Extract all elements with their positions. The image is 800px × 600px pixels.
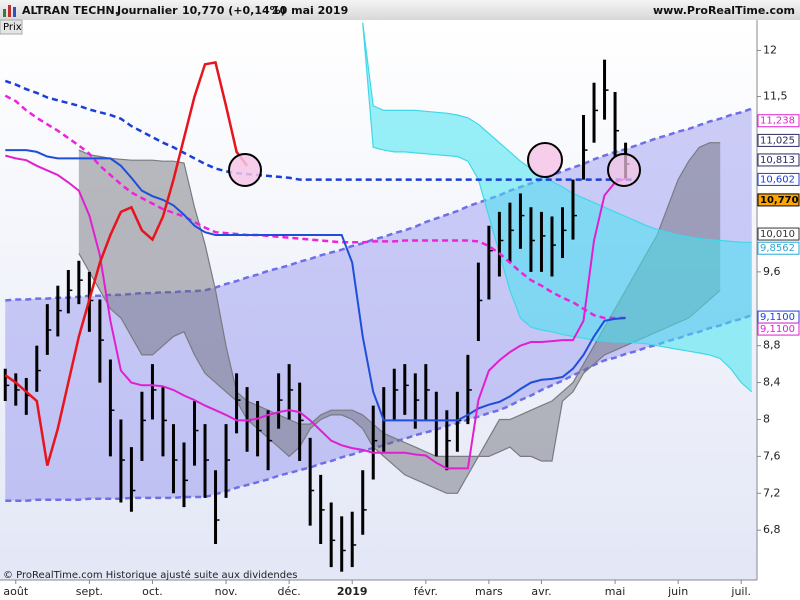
band-upper-line (362, 22, 752, 243)
period: Journalier (116, 4, 178, 17)
x-tick-label: 2019 (337, 585, 368, 598)
x-tick-label: mars (475, 585, 503, 598)
price-label-box (757, 133, 800, 147)
date: 10 mai 2019 (272, 4, 348, 17)
price-label: 10,813 (760, 155, 795, 166)
price-label: 9,8562 (760, 243, 795, 254)
band-fill (362, 22, 752, 392)
x-tick-label: déc. (277, 585, 300, 598)
y-tick-label: 8,4 (763, 376, 781, 389)
x-tick-label: avr. (531, 585, 551, 598)
panel-label: Prix (3, 22, 22, 33)
price-label-box (757, 172, 800, 186)
plot (3, 22, 753, 572)
price-label-box (757, 241, 800, 255)
axes: 6,8 7,2 7,6 8 8,4 8,8 9,6 11,5 12 août sept. oct. no… (3, 43, 800, 598)
x-tick-label: oct. (142, 585, 163, 598)
x-tick-label: juin (667, 585, 688, 598)
x-tick-label: mai (605, 585, 626, 598)
price-label: 11,238 (760, 116, 795, 127)
price-label: 10,770 (760, 195, 799, 206)
instrument-title: ALTRAN TECHN. (22, 4, 119, 17)
price-label: 10,010 (760, 229, 795, 240)
y-tick-label: 8,8 (763, 339, 781, 352)
x-axis-bg (0, 580, 800, 600)
y-tick-label: 7,2 (763, 486, 781, 499)
band-upper-line (5, 107, 753, 302)
x-tick-label: nov. (215, 585, 238, 598)
y-tick-label: 9,6 (763, 265, 781, 278)
indicator-line (4, 94, 626, 320)
indicator-line (4, 60, 249, 466)
price-label-box (757, 322, 800, 336)
price-label: 9,1100 (760, 312, 795, 323)
y-tick-label: 7,6 (763, 449, 781, 462)
price-label-box (757, 153, 800, 167)
footer-note: © ProRealTime.com Historique ajusté suit… (3, 569, 297, 581)
y-tick-label: 11,5 (763, 90, 788, 103)
site: www.ProRealTime.com (653, 4, 795, 17)
right-axis-bg (757, 20, 800, 600)
x-tick-label: sept. (76, 585, 103, 598)
price-label: 11,025 (760, 135, 795, 146)
annotation-circles (228, 142, 641, 187)
price-label-box (757, 193, 800, 207)
y-tick-label: 8 (763, 412, 770, 425)
chart-icon (3, 5, 16, 17)
quote: 10,770 (+0,14%) (182, 4, 286, 17)
x-tick-label: févr. (414, 585, 438, 598)
price-label-box (757, 227, 800, 241)
band-lower-line (78, 253, 721, 494)
indicator-line (4, 79, 637, 181)
price-label-box (757, 114, 800, 128)
band-lower-line (5, 314, 753, 502)
indicator-line (5, 149, 626, 422)
price-label: 10,602 (760, 174, 795, 185)
indicator-line (5, 154, 626, 470)
x-tick-label: août (3, 585, 28, 598)
panel-label-box (0, 19, 23, 35)
band-lower-line (362, 22, 753, 393)
price-label: 9,1100 (760, 324, 795, 335)
y-tick-label: 6,8 (763, 523, 781, 536)
header-bar (0, 0, 800, 20)
y-tick-label: 12 (763, 43, 777, 56)
x-tick-label: juil. (730, 585, 751, 598)
